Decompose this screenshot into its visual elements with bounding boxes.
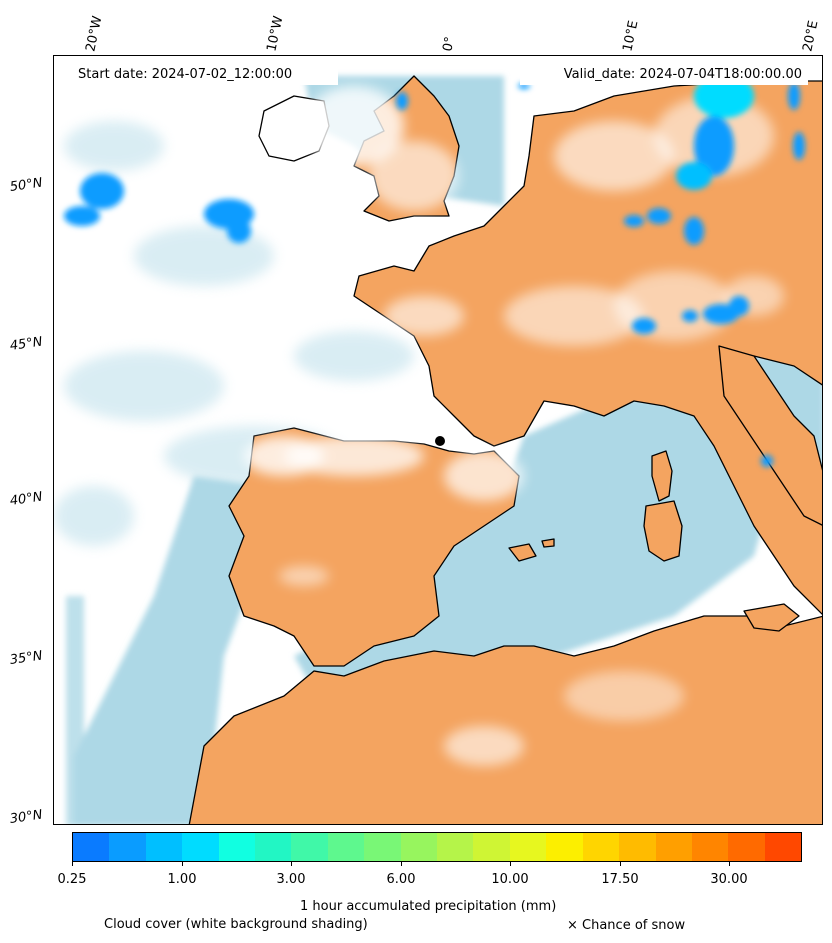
colorbar-tickmark-6 — [729, 862, 730, 866]
cloud-cover-legend: Cloud cover (white background shading) — [104, 917, 368, 932]
colorbar-segment-11 — [473, 833, 510, 861]
corsica — [651, 450, 673, 502]
location-marker — [435, 436, 445, 446]
colorbar-tickmark-5 — [620, 862, 621, 866]
land-masses — [188, 75, 822, 824]
colorbar-tickmark-3 — [401, 862, 402, 866]
colorbar-segment-4 — [218, 833, 256, 861]
colorbar-segment-7 — [327, 833, 365, 861]
cloud-overlays — [244, 86, 784, 766]
colorbar-tick-6: 30.00 — [710, 872, 748, 887]
colorbar-segment-9 — [400, 833, 438, 861]
colorbar-tick-4: 10.00 — [491, 872, 529, 887]
colorbar-segment-0 — [73, 833, 110, 861]
colorbar-tick-2: 3.00 — [276, 872, 306, 887]
start-date-label: Start date: 2024-07-02_12:00:00 — [72, 65, 338, 85]
precipitation-colorbar — [72, 832, 802, 862]
continental-europe — [353, 80, 822, 615]
lon-label-10w: 10°W — [264, 14, 287, 53]
italy — [718, 345, 822, 526]
colorbar-segment-18 — [728, 833, 765, 861]
colorbar-segment-19 — [764, 833, 802, 861]
snow-legend: × Chance of snow — [567, 918, 686, 933]
colorbar-segment-2 — [145, 833, 183, 861]
sicily — [743, 603, 800, 632]
colorbar-segment-5 — [255, 833, 292, 861]
colorbar-segment-16 — [655, 833, 692, 861]
map-panel[interactable] — [53, 55, 823, 825]
map-canvas — [54, 56, 822, 824]
colorbar-segment-14 — [582, 833, 620, 861]
sardinia — [643, 500, 683, 562]
colorbar-segment-17 — [691, 833, 729, 861]
colorbar-tick-1: 1.00 — [167, 872, 197, 887]
colorbar-tickmark-1 — [182, 862, 183, 866]
colorbar-tick-5: 17.50 — [601, 872, 639, 887]
colorbar-tickmark-4 — [510, 862, 511, 866]
lat-label-45n: 45°N — [8, 334, 44, 354]
colorbar-segment-12 — [509, 833, 547, 861]
lon-label-20e: 20°E — [800, 19, 822, 54]
lat-label-50n: 50°N — [8, 175, 44, 195]
colorbar-segment-3 — [182, 833, 219, 861]
balearic-mallorca — [508, 543, 537, 562]
colorbar-label: 1 hour accumulated precipitation (mm) — [300, 899, 557, 914]
lat-label-40n: 40°N — [8, 489, 44, 509]
colorbar-segment-8 — [364, 833, 401, 861]
colorbar-segment-10 — [437, 833, 474, 861]
colorbar-segment-13 — [546, 833, 583, 861]
colorbar-segment-1 — [109, 833, 146, 861]
lon-label-0: 0° — [440, 35, 459, 53]
colorbar-tickmark-2 — [291, 862, 292, 866]
lat-label-30n: 30°N — [8, 807, 44, 827]
colorbar-segment-15 — [619, 833, 656, 861]
balearic-menorca — [541, 538, 555, 548]
precipitation-cells — [64, 74, 805, 467]
colorbar-segment-6 — [291, 833, 328, 861]
lon-label-10e: 10°E — [620, 19, 642, 54]
lon-label-20w: 20°W — [83, 14, 106, 53]
colorbar-tick-0: 0.25 — [57, 872, 87, 887]
lat-label-35n: 35°N — [8, 648, 44, 668]
iberian-peninsula — [228, 427, 520, 667]
colorbar-tickmark-0 — [72, 862, 73, 866]
valid-date-label: Valid_date: 2024-07-04T18:00:00.00 — [520, 65, 808, 85]
colorbar-tick-3: 6.00 — [386, 872, 416, 887]
